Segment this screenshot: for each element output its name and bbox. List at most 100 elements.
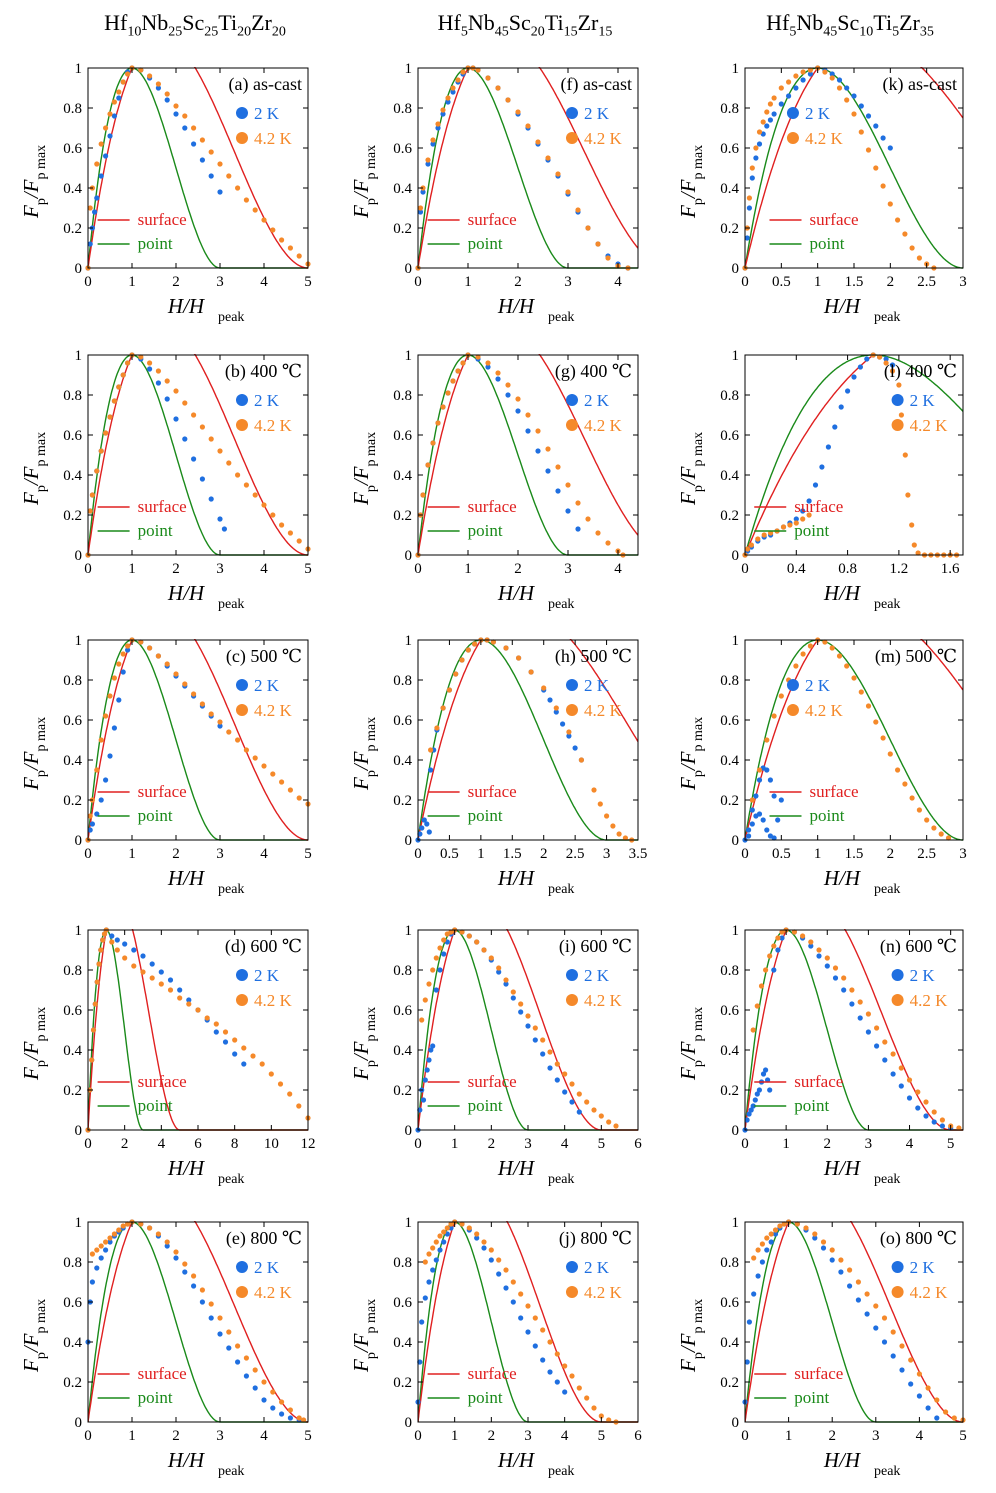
data-point	[806, 512, 812, 518]
data-point	[560, 721, 566, 727]
x-axis-label: H/H	[823, 581, 862, 605]
panel-label: (l) 400 ℃	[884, 361, 957, 382]
data-point	[535, 428, 541, 434]
data-point	[858, 129, 864, 135]
data-point	[445, 95, 451, 101]
x-tick-label: 3	[216, 1428, 224, 1444]
data-point	[92, 209, 98, 215]
data-point	[505, 392, 511, 398]
panel-label: (a) as-cast	[229, 74, 302, 95]
y-axis-label: Fp/Fp max	[19, 717, 49, 791]
y-tick-label: 0	[75, 548, 83, 564]
y-tick-label: 1	[732, 633, 740, 649]
data-point	[756, 1087, 763, 1093]
data-point	[182, 1261, 188, 1267]
data-point	[199, 701, 205, 707]
data-point	[103, 125, 109, 131]
data-point	[829, 75, 835, 81]
x-tick-label: 2	[172, 274, 180, 290]
data-point	[114, 937, 120, 943]
legend-label: 4.2 K	[254, 701, 293, 720]
data-point	[173, 111, 179, 117]
x-tick-label: 0	[84, 1136, 92, 1152]
data-point	[865, 1029, 872, 1035]
x-axis-label-sub: peak	[218, 882, 244, 897]
data-point	[518, 1291, 524, 1297]
data-point	[898, 1065, 904, 1071]
data-point	[94, 1247, 100, 1253]
data-point	[911, 542, 917, 548]
data-point	[857, 999, 863, 1005]
x-tick-label: 0	[414, 1136, 422, 1152]
title-element: Sc	[182, 10, 205, 35]
legend-label: 2 K	[254, 966, 280, 985]
data-point	[595, 530, 601, 536]
data-point	[905, 492, 911, 498]
data-point	[605, 540, 611, 546]
data-point	[98, 737, 104, 743]
data-point	[764, 767, 770, 773]
data-point	[931, 1119, 937, 1125]
data-point	[889, 362, 896, 368]
data-point	[771, 967, 777, 973]
data-point	[855, 1297, 862, 1303]
legend-marker	[786, 679, 799, 691]
data-point	[525, 1303, 531, 1309]
x-axis-label-sub: peak	[874, 1172, 900, 1187]
data-point	[772, 1227, 779, 1233]
data-point	[767, 117, 774, 123]
chart-panel: 0 1 2 3 4 5 0 0.2 0.4 0.6 0.8 1 (b) 400 ℃ 2 K 4.2 K sur…	[19, 348, 312, 612]
x-tick-label: 2	[172, 1428, 180, 1444]
data-point	[296, 253, 302, 259]
data-point	[261, 502, 267, 508]
data-point	[131, 963, 137, 969]
y-tick-label: 0.6	[393, 428, 412, 444]
x-axis-label: H/H	[823, 1448, 862, 1472]
data-point	[177, 995, 183, 1001]
y-tick-label: 0.6	[393, 713, 412, 729]
data-point	[838, 1269, 844, 1275]
legend-label: 4.2 K	[254, 991, 293, 1010]
data-point	[296, 1415, 302, 1421]
x-tick-label: 3	[959, 846, 967, 862]
data-point	[87, 813, 93, 819]
data-point	[147, 366, 153, 372]
data-point	[103, 1247, 109, 1253]
data-point	[116, 1227, 122, 1233]
curve-legend-label: point	[468, 521, 503, 540]
data-point	[98, 1243, 104, 1249]
title-subscript: 10	[859, 24, 874, 40]
data-point	[149, 975, 155, 981]
panel-label: (e) 800 ℃	[226, 1228, 302, 1249]
data-point	[865, 703, 872, 709]
x-tick-label: 2	[540, 846, 548, 862]
curve-legend-label: surface	[138, 782, 187, 801]
data-point	[898, 412, 905, 418]
data-point	[851, 93, 857, 99]
data-point	[279, 779, 285, 785]
data-point	[98, 947, 104, 953]
title-element: Ti	[873, 10, 893, 35]
data-point	[235, 185, 241, 191]
data-point	[241, 1061, 247, 1067]
x-tick-label: 0.5	[772, 274, 791, 290]
data-point	[122, 941, 128, 947]
data-point	[459, 929, 465, 935]
x-tick-label: 1.2	[890, 561, 909, 577]
y-tick-label: 1	[75, 1215, 83, 1231]
data-point	[167, 977, 174, 983]
column-title-3: Hf5Nb45Sc10Ti5Zr35	[700, 10, 996, 40]
y-axis-label: Fp/Fp max	[19, 1299, 49, 1373]
data-point	[445, 390, 451, 396]
data-point	[510, 1279, 516, 1285]
data-point	[753, 145, 759, 151]
title-subscript: 20	[237, 24, 252, 40]
data-point	[191, 141, 197, 147]
data-point	[756, 767, 763, 773]
x-tick-label: 1	[464, 561, 472, 577]
data-point	[122, 955, 128, 961]
x-tick-label: 1	[128, 274, 136, 290]
data-point	[426, 1251, 432, 1257]
data-point	[474, 1235, 480, 1241]
data-point	[800, 69, 806, 75]
